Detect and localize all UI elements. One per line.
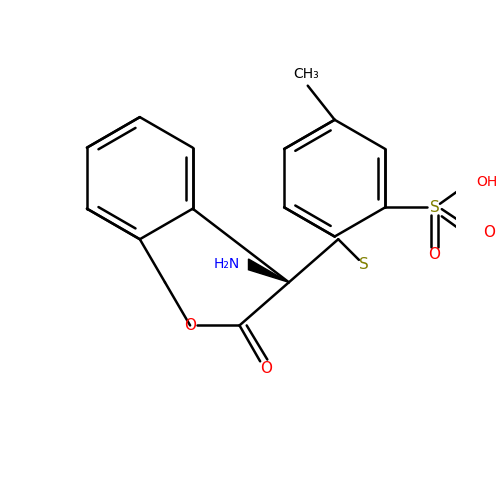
Text: H₂N: H₂N xyxy=(213,258,240,272)
Text: OH: OH xyxy=(476,175,497,189)
Text: S: S xyxy=(358,257,368,272)
Polygon shape xyxy=(248,259,289,282)
Text: O: O xyxy=(184,318,196,333)
Text: O: O xyxy=(428,246,440,262)
Text: CH₃: CH₃ xyxy=(293,67,319,81)
Text: O: O xyxy=(483,225,495,240)
Text: O: O xyxy=(260,361,272,376)
Text: S: S xyxy=(430,200,440,215)
